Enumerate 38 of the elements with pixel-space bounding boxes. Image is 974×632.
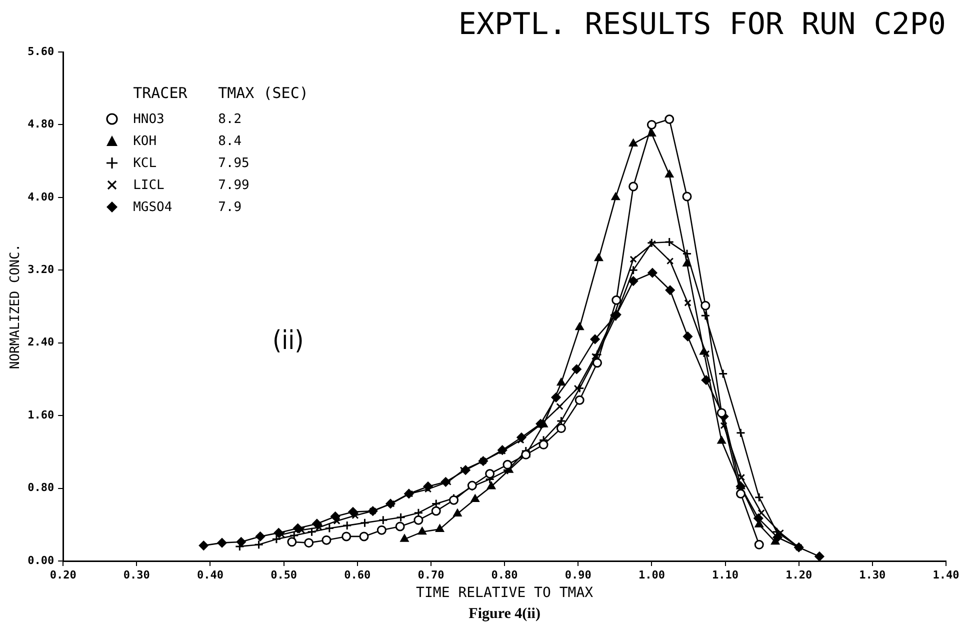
x-tick-label: 0.60 bbox=[344, 568, 371, 582]
annotation: 7.95 bbox=[218, 156, 250, 170]
caption: Figure 4(ii) bbox=[468, 606, 540, 622]
y-tick-label: 4.80 bbox=[28, 118, 54, 131]
y-tick-label: 0.80 bbox=[28, 481, 54, 494]
x-tick-label: 0.80 bbox=[491, 568, 518, 582]
annotation: TMAX (SEC) bbox=[218, 84, 308, 102]
annotation: (ii) bbox=[272, 326, 304, 356]
legend-label: LICL bbox=[133, 178, 166, 192]
y-tick-label: 4.00 bbox=[28, 190, 54, 204]
legend-title: TRACER bbox=[133, 84, 188, 102]
x-tick-label: 0.30 bbox=[123, 568, 150, 582]
x-tick-label: 0.20 bbox=[50, 568, 76, 582]
annotation: 7.9 bbox=[218, 200, 242, 214]
y-tick-label: 0.00 bbox=[28, 554, 54, 567]
annotation: 8.4 bbox=[218, 134, 242, 148]
annotation: 7.99 bbox=[218, 178, 250, 192]
legend-label: HNO3 bbox=[133, 112, 166, 126]
y-tick-label: 1.60 bbox=[28, 408, 54, 422]
chart-title: EXPTL. RESULTS FOR RUN C2P0 bbox=[458, 6, 946, 42]
y-tick-label: 5.60 bbox=[28, 44, 54, 58]
y-axis-title: NORMALIZED CONC. bbox=[8, 244, 24, 370]
annotation: 8.2 bbox=[218, 112, 242, 126]
legend-label: KCL bbox=[133, 156, 158, 170]
x-axis-title: TIME RELATIVE TO TMAX bbox=[416, 585, 594, 602]
x-tick-label: 0.40 bbox=[196, 568, 224, 582]
y-tick-label: 3.20 bbox=[28, 263, 54, 276]
x-tick-label: 1.30 bbox=[859, 568, 886, 582]
y-tick-label: 2.40 bbox=[28, 336, 54, 349]
legend-label: KOH bbox=[133, 134, 158, 148]
x-tick-label: 1.20 bbox=[786, 568, 812, 582]
x-tick-label: 0.70 bbox=[418, 568, 444, 582]
x-tick-label: 0.90 bbox=[564, 568, 592, 582]
x-tick-label: 0.50 bbox=[270, 568, 298, 582]
legend-label: MGSO4 bbox=[133, 200, 174, 214]
x-tick-label: 1.00 bbox=[638, 568, 665, 582]
x-tick-label: 1.40 bbox=[932, 568, 960, 582]
x-tick-label: 1.10 bbox=[712, 568, 739, 582]
